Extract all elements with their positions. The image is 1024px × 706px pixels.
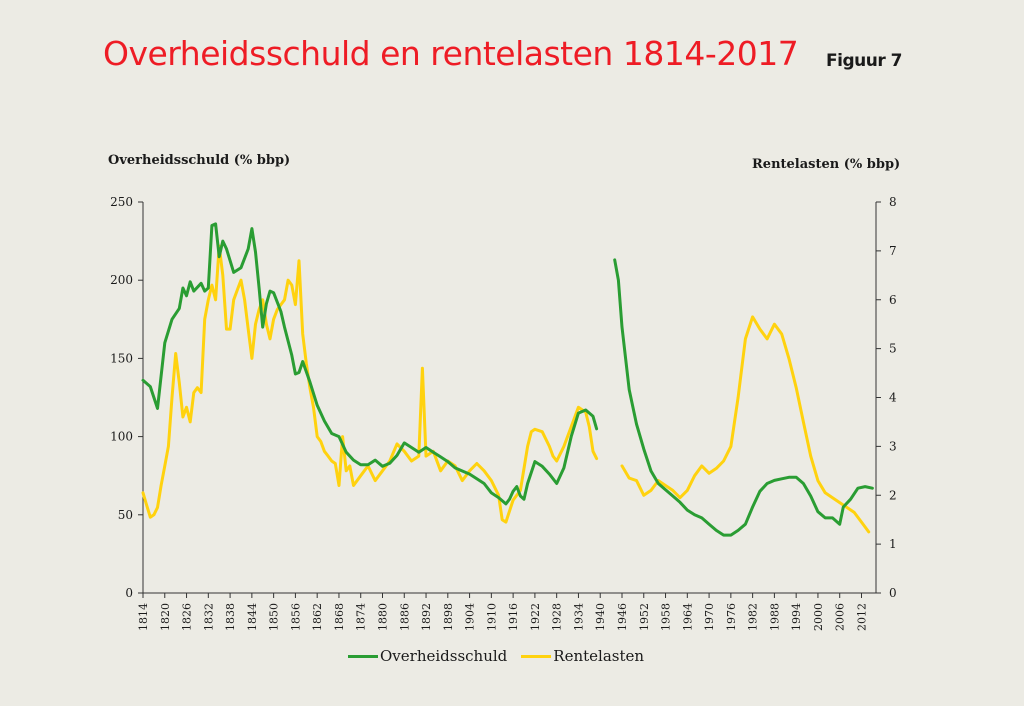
y-right-tick-label: 7 [889, 244, 897, 258]
x-tick-label: 1844 [246, 603, 259, 631]
x-tick-label: 1862 [311, 603, 324, 631]
y-right-tick-label: 8 [889, 195, 897, 209]
x-tick-label: 1874 [355, 603, 368, 631]
x-tick-label: 2000 [812, 603, 825, 631]
legend-label-overheidsschuld: Overheidsschuld [380, 647, 508, 665]
x-tick-label: 1958 [660, 603, 673, 631]
x-tick-label: 1988 [768, 603, 781, 631]
series-line-overheidsschuld-segment-2 [613, 258, 874, 537]
x-tick-label: 1856 [289, 603, 302, 631]
x-tick-label: 1886 [398, 603, 411, 631]
x-tick-label: 1904 [464, 603, 477, 631]
y-left-tick-label: 100 [110, 430, 133, 444]
series-line-overheidsschuld-segment-1 [141, 222, 599, 506]
y-left-tick-label: 200 [110, 273, 133, 287]
x-tick-label: 1820 [159, 603, 172, 631]
chart-title: Overheidsschuld en rentelasten 1814-2017 [103, 34, 799, 73]
legend-swatch-rentelasten [521, 654, 552, 658]
y-right-tick-label: 4 [889, 391, 897, 405]
y-right-tick-label: 6 [889, 293, 897, 307]
y-left-tick-label: 0 [125, 586, 133, 600]
x-tick-label: 1850 [268, 603, 281, 631]
series-line-rentelasten-segment-2 [620, 315, 871, 534]
x-tick-label: 1838 [224, 603, 237, 631]
x-tick-label: 1916 [507, 603, 520, 631]
legend-swatch-overheidsschuld [348, 654, 378, 658]
x-tick-label: 1964 [681, 603, 694, 631]
x-tick-label: 1994 [790, 603, 803, 631]
x-tick-label: 1928 [551, 603, 564, 631]
y-right-tick-label: 3 [889, 439, 897, 453]
x-tick-label: 1880 [376, 603, 389, 631]
figure-label: Figuur 7 [826, 51, 902, 71]
x-tick-label: 1946 [616, 603, 629, 631]
y-axis-left-label: Overheidsschuld (% bbp) [108, 153, 291, 168]
x-tick-label: 1982 [747, 603, 760, 631]
x-tick-label: 1934 [572, 603, 585, 631]
legend-item-rentelasten: Rentelasten [521, 647, 644, 665]
x-tick-label: 1970 [703, 603, 716, 631]
x-tick-label: 1922 [529, 603, 542, 631]
legend-item-overheidsschuld: Overheidsschuld [348, 647, 507, 665]
x-tick-label: 2006 [834, 603, 847, 631]
x-tick-label: 1976 [725, 603, 738, 631]
x-tick-label: 2012 [855, 603, 868, 631]
y-right-tick-label: 5 [889, 342, 897, 356]
series-line-rentelasten-segment-1 [141, 244, 599, 524]
x-tick-label: 1832 [202, 603, 215, 631]
y-right-tick-label: 0 [889, 586, 897, 600]
x-tick-label: 1910 [485, 603, 498, 631]
y-left-tick-label: 250 [110, 195, 133, 209]
x-tick-label: 1940 [594, 603, 607, 631]
x-tick-label: 1814 [137, 603, 150, 631]
x-tick-label: 1952 [638, 603, 651, 631]
y-right-tick-label: 2 [889, 488, 897, 502]
x-tick-label: 1898 [442, 603, 455, 631]
y-right-tick-label: 1 [889, 537, 897, 551]
x-tick-label: 1826 [181, 603, 194, 631]
y-axis-right-label: Rentelasten (% bbp) [752, 157, 901, 172]
x-tick-label: 1868 [333, 603, 346, 631]
legend-label-rentelasten: Rentelasten [553, 647, 645, 665]
legend: Overheidsschuld Rentelasten [348, 645, 658, 667]
y-left-tick-label: 50 [118, 508, 133, 522]
x-tick-label: 1892 [420, 603, 433, 631]
y-left-tick-label: 150 [110, 351, 133, 365]
